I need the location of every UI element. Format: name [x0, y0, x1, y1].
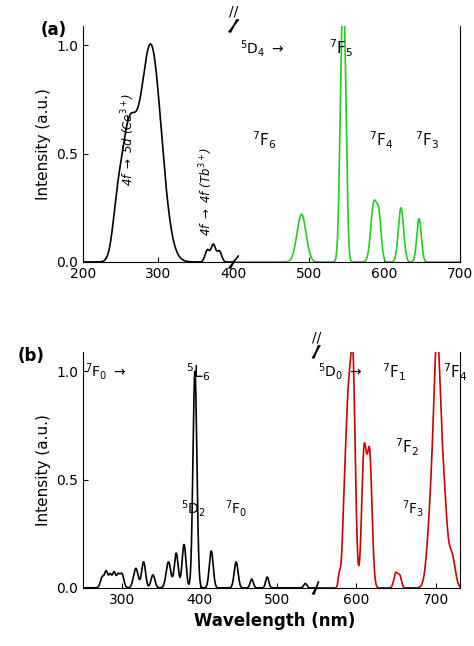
Text: $^7$F$_0$: $^7$F$_0$	[225, 498, 247, 519]
Text: $^7$F$_4$: $^7$F$_4$	[369, 130, 394, 151]
Text: $^7$F$_4$: $^7$F$_4$	[443, 361, 467, 382]
Text: (a): (a)	[41, 21, 67, 39]
Y-axis label: Intensity (a.u.): Intensity (a.u.)	[36, 414, 51, 526]
Text: $^7$F$_3$: $^7$F$_3$	[402, 498, 425, 519]
Text: $^7$F$_2$: $^7$F$_2$	[395, 437, 419, 458]
Text: $^5$D$_0$ $\rightarrow$: $^5$D$_0$ $\rightarrow$	[318, 361, 362, 382]
Text: $^5$D$_4$ $\rightarrow$: $^5$D$_4$ $\rightarrow$	[240, 37, 284, 59]
Y-axis label: Intensity (a.u.): Intensity (a.u.)	[36, 88, 51, 200]
Text: //: //	[229, 5, 238, 19]
Text: $^5$L$_6$: $^5$L$_6$	[186, 361, 210, 382]
Text: $^7$F$_5$: $^7$F$_5$	[328, 37, 353, 59]
Text: //: //	[311, 331, 321, 345]
Text: (b): (b)	[18, 347, 45, 365]
Text: $^7$F$_3$: $^7$F$_3$	[415, 130, 439, 151]
Text: $^5$D$_2$: $^5$D$_2$	[181, 498, 206, 519]
Text: $^7$F$_1$: $^7$F$_1$	[382, 361, 406, 382]
Text: $^7$F$_6$: $^7$F$_6$	[252, 130, 276, 151]
Text: 4f $\rightarrow$ 4f (Tb$^{3+}$): 4f $\rightarrow$ 4f (Tb$^{3+}$)	[198, 147, 215, 236]
Text: Wavelength (nm): Wavelength (nm)	[194, 612, 356, 630]
Text: $^7$F$_0$ $\rightarrow$: $^7$F$_0$ $\rightarrow$	[85, 361, 127, 382]
Text: 4f $\rightarrow$ 5d (Ce$^{3+}$): 4f $\rightarrow$ 5d (Ce$^{3+}$)	[119, 92, 137, 186]
